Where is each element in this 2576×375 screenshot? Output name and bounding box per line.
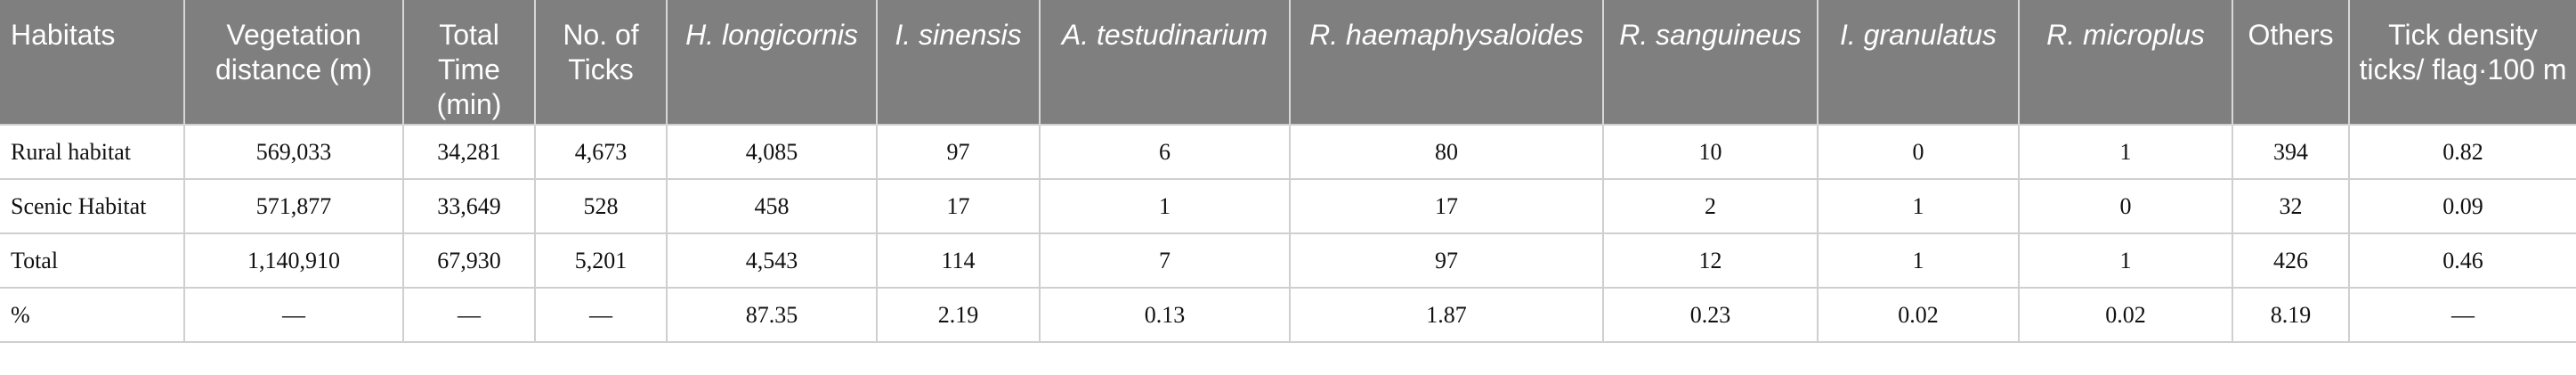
cell-others: 32 — [2232, 178, 2350, 234]
cell-total-time: — — [402, 287, 536, 343]
cell-vegetation-distance: 569,033 — [183, 124, 404, 180]
cell-habitat: Rural habitat — [0, 124, 185, 180]
cell-h-longicornis: 87.35 — [666, 287, 878, 343]
cell-i-sinensis: 97 — [876, 124, 1041, 180]
cell-r-microplus: 0.02 — [2018, 287, 2233, 343]
cell-r-sanguineus: 12 — [1602, 232, 1819, 289]
cell-r-microplus: 0 — [2018, 178, 2233, 234]
cell-vegetation-distance: 571,877 — [183, 178, 404, 234]
cell-vegetation-distance: — — [183, 287, 404, 343]
tick-survey-table: Habitats Vegetation distance (m) Total T… — [0, 0, 2576, 343]
table-row-total: Total 1,140,910 67,930 5,201 4,543 114 7… — [0, 232, 2576, 289]
header-others: Others — [2232, 0, 2350, 125]
header-h-longicornis: H. longicornis — [666, 0, 878, 125]
cell-r-sanguineus: 0.23 — [1602, 287, 1819, 343]
cell-r-haemaphysaloides: 97 — [1289, 232, 1604, 289]
cell-no-of-ticks: 5,201 — [534, 232, 668, 289]
header-total-time: Total Time (min) — [402, 0, 536, 125]
cell-r-haemaphysaloides: 80 — [1289, 124, 1604, 180]
cell-h-longicornis: 4,543 — [666, 232, 878, 289]
header-tick-density: Tick density ticks/ flag·100 m — [2348, 0, 2576, 125]
cell-r-haemaphysaloides: 17 — [1289, 178, 1604, 234]
cell-a-testudinarium: 1 — [1039, 178, 1291, 234]
cell-habitat: % — [0, 287, 185, 343]
cell-total-time: 67,930 — [402, 232, 536, 289]
cell-i-sinensis: 2.19 — [876, 287, 1041, 343]
cell-tick-density: 0.82 — [2348, 124, 2576, 180]
cell-r-sanguineus: 2 — [1602, 178, 1819, 234]
cell-i-sinensis: 114 — [876, 232, 1041, 289]
cell-r-sanguineus: 10 — [1602, 124, 1819, 180]
cell-tick-density: — — [2348, 287, 2576, 343]
cell-no-of-ticks: — — [534, 287, 668, 343]
cell-no-of-ticks: 4,673 — [534, 124, 668, 180]
cell-tick-density: 0.09 — [2348, 178, 2576, 234]
cell-h-longicornis: 458 — [666, 178, 878, 234]
cell-total-time: 33,649 — [402, 178, 536, 234]
cell-i-granulatus: 1 — [1817, 232, 2020, 289]
header-no-of-ticks: No. of Ticks — [534, 0, 668, 125]
cell-others: 426 — [2232, 232, 2350, 289]
header-i-sinensis: I. sinensis — [876, 0, 1041, 125]
cell-i-sinensis: 17 — [876, 178, 1041, 234]
cell-habitat: Total — [0, 232, 185, 289]
cell-r-microplus: 1 — [2018, 124, 2233, 180]
cell-i-granulatus: 1 — [1817, 178, 2020, 234]
header-r-microplus: R. microplus — [2018, 0, 2233, 125]
cell-i-granulatus: 0 — [1817, 124, 2020, 180]
cell-vegetation-distance: 1,140,910 — [183, 232, 404, 289]
header-vegetation-distance: Vegetation distance (m) — [183, 0, 404, 125]
cell-r-haemaphysaloides: 1.87 — [1289, 287, 1604, 343]
header-habitats: Habitats — [0, 0, 185, 125]
cell-habitat: Scenic Habitat — [0, 178, 185, 234]
cell-others: 8.19 — [2232, 287, 2350, 343]
cell-h-longicornis: 4,085 — [666, 124, 878, 180]
cell-a-testudinarium: 0.13 — [1039, 287, 1291, 343]
cell-others: 394 — [2232, 124, 2350, 180]
header-i-granulatus: I. granulatus — [1817, 0, 2020, 125]
cell-no-of-ticks: 528 — [534, 178, 668, 234]
cell-r-microplus: 1 — [2018, 232, 2233, 289]
cell-a-testudinarium: 7 — [1039, 232, 1291, 289]
cell-i-granulatus: 0.02 — [1817, 287, 2020, 343]
header-row: Habitats Vegetation distance (m) Total T… — [0, 0, 2576, 125]
header-r-haemaphysaloides: R. haemaphysaloides — [1289, 0, 1604, 125]
table-row-scenic-habitat: Scenic Habitat 571,877 33,649 528 458 17… — [0, 178, 2576, 234]
table-row-percent: % — — — 87.35 2.19 0.13 1.87 0.23 0.02 0… — [0, 287, 2576, 343]
header-a-testudinarium: A. testudinarium — [1039, 0, 1291, 125]
cell-a-testudinarium: 6 — [1039, 124, 1291, 180]
table-row-rural-habitat: Rural habitat 569,033 34,281 4,673 4,085… — [0, 124, 2576, 180]
header-r-sanguineus: R. sanguineus — [1602, 0, 1819, 125]
cell-tick-density: 0.46 — [2348, 232, 2576, 289]
cell-total-time: 34,281 — [402, 124, 536, 180]
